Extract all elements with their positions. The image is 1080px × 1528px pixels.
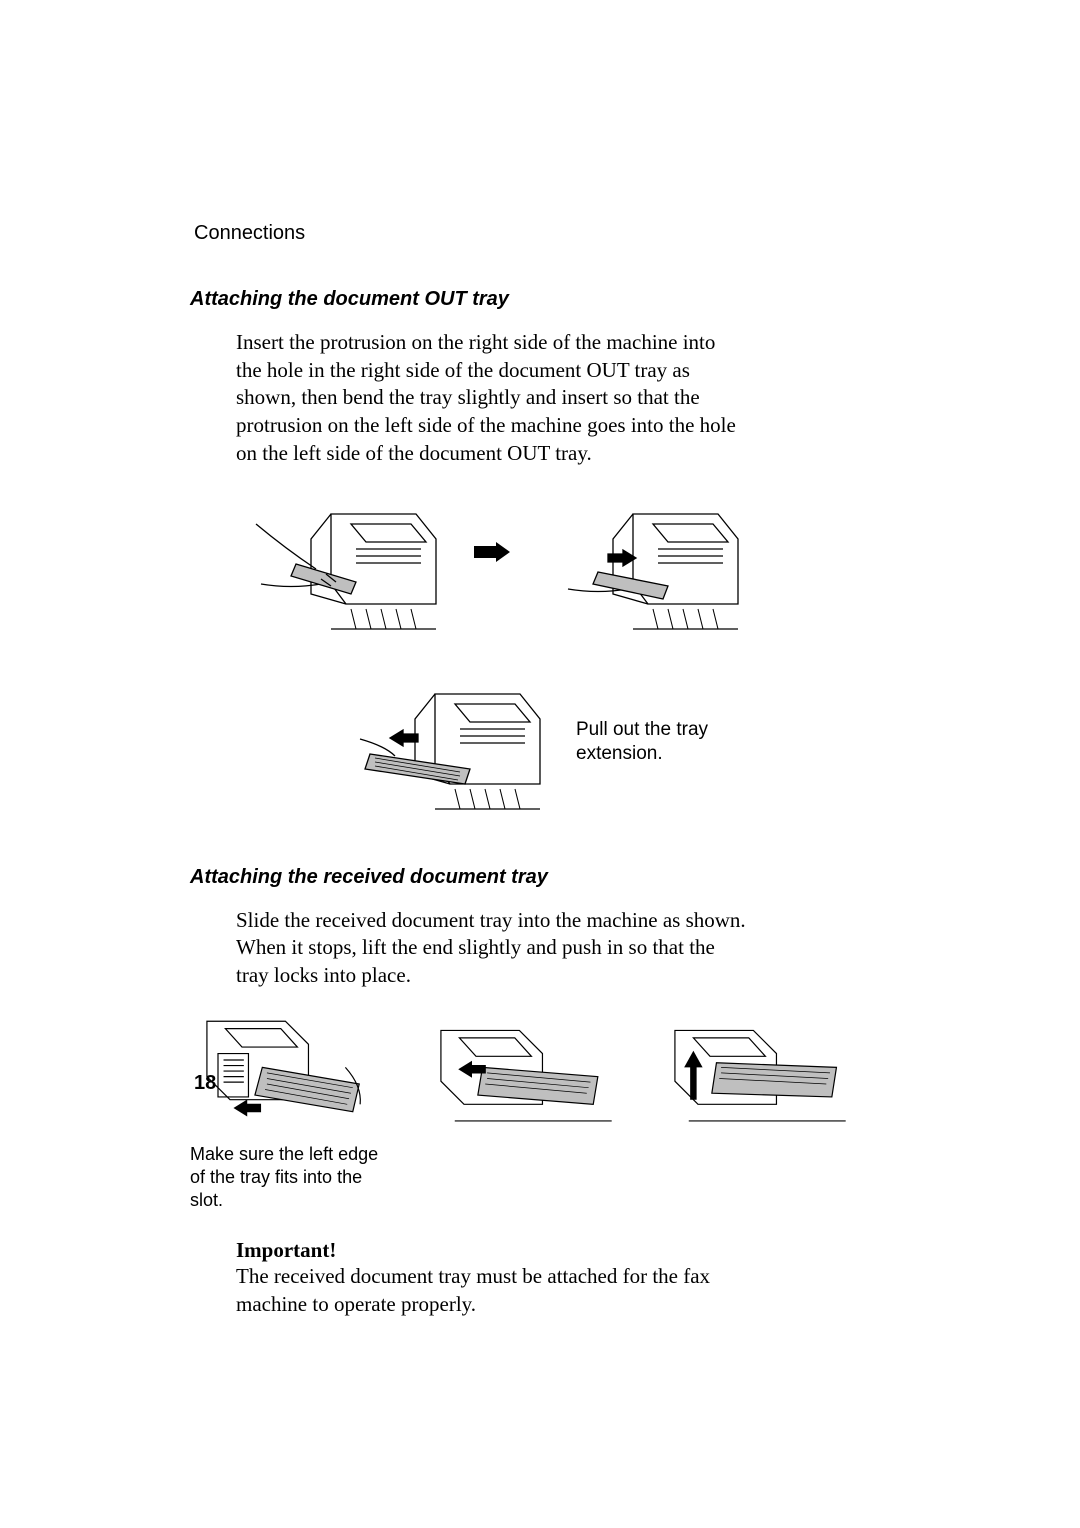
page: Connections Attaching the document OUT t… — [0, 0, 1080, 1528]
caption-pull-extension: Pull out the tray extension. — [576, 674, 746, 767]
caption-slot: Make sure the left edge of the tray fits… — [190, 1143, 390, 1212]
section-title-received-tray: Attaching the received document tray — [190, 866, 890, 889]
illustration-received-tray-step3 — [658, 1012, 858, 1137]
running-header: Connections — [194, 222, 305, 245]
section1-body: Insert the protrusion on the right side … — [236, 329, 746, 468]
fax-illustration-icon — [236, 494, 446, 644]
illustration-out-tray-step1 — [236, 494, 446, 644]
figure-row-1 — [236, 494, 890, 644]
fax-illustration-icon — [538, 494, 748, 644]
fax-illustration-icon — [190, 1012, 390, 1132]
illustration-out-tray-step2 — [538, 494, 748, 644]
section2-body: Slide the received document tray into th… — [236, 907, 746, 990]
illustration-received-tray-step1: Make sure the left edge of the tray fits… — [190, 1012, 390, 1212]
illustration-received-tray-step2 — [424, 1012, 624, 1137]
illustration-out-tray-step3 — [340, 674, 550, 824]
page-number: 18 — [194, 1072, 216, 1095]
fax-illustration-icon — [424, 1012, 624, 1132]
figure-row-3: Make sure the left edge of the tray fits… — [190, 1012, 890, 1212]
fax-illustration-icon — [658, 1012, 858, 1132]
fax-illustration-icon — [340, 674, 550, 824]
important-text: The received document tray must be attac… — [236, 1263, 736, 1318]
figure-row-2: Pull out the tray extension. — [340, 674, 890, 824]
section-title-out-tray: Attaching the document OUT tray — [190, 288, 890, 311]
arrow-right-icon — [472, 494, 512, 562]
important-block: Important! The received document tray mu… — [236, 1238, 736, 1318]
important-label: Important! — [236, 1238, 736, 1263]
